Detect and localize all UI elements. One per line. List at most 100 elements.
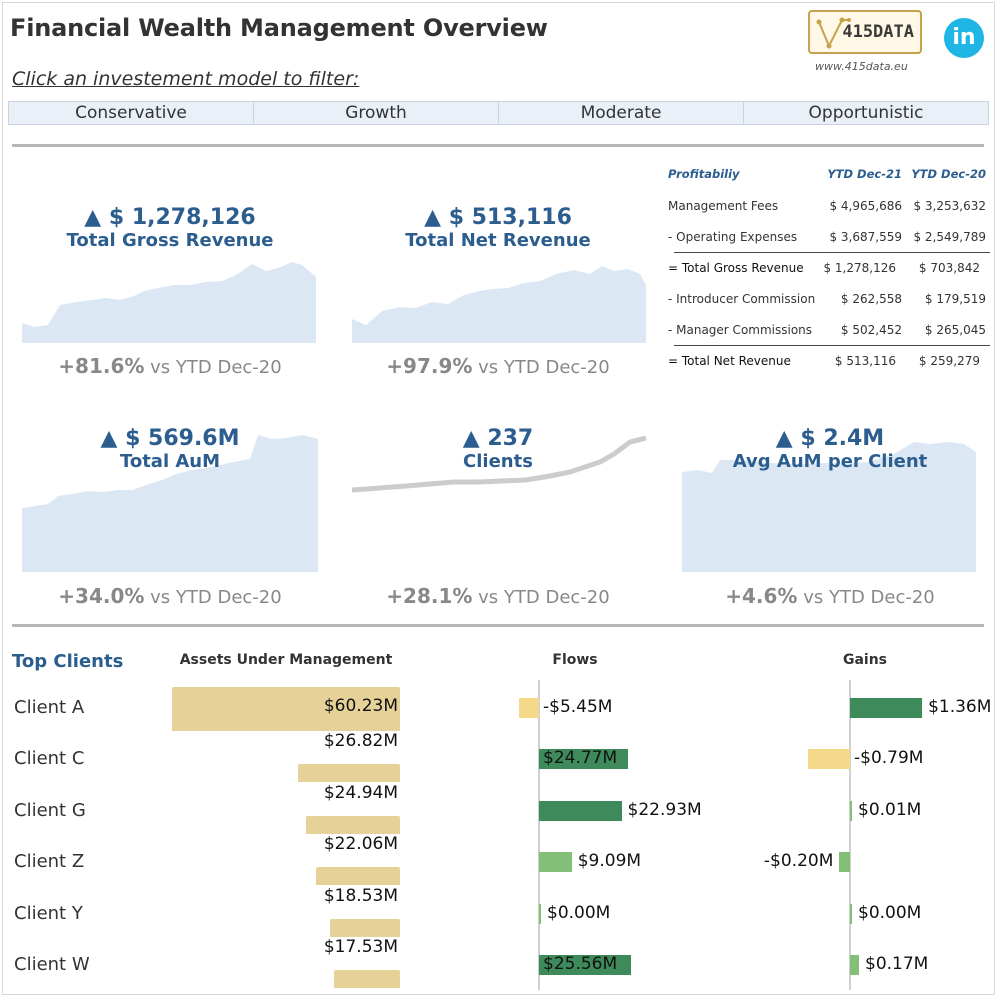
clients-value: ▲ 237 — [462, 426, 534, 451]
flow-value-label: $24.77M — [543, 748, 618, 769]
client-name[interactable]: Client W — [14, 954, 90, 975]
aum-label: Total AuM — [119, 451, 221, 472]
profitability-row: = Total Net Revenue $ 513,116 $ 259,279 — [668, 345, 990, 376]
profitability-row: - Manager Commissions $ 502,452 $ 265,04… — [668, 314, 990, 345]
clients-label: Clients — [463, 451, 533, 472]
linkedin-icon[interactable]: in — [944, 18, 984, 58]
profitability-header-dec20: YTD Dec-20 — [911, 167, 986, 181]
aum-value-label: $24.94M — [323, 782, 398, 803]
client-name[interactable]: Client G — [14, 799, 86, 821]
avg-aum-label: Avg AuM per Client — [732, 451, 928, 472]
tab-moderate[interactable]: Moderate — [499, 102, 744, 124]
logo[interactable]: 415DATA — [808, 10, 922, 54]
flow-value-label: -$5.45M — [543, 697, 613, 717]
flow-value-label: $9.09M — [577, 851, 642, 872]
net-revenue-label: Total Net Revenue — [405, 230, 591, 251]
aum-bar[interactable] — [329, 918, 400, 937]
aum-value: ▲ $ 569.6M — [100, 426, 240, 451]
aum-value-label: $60.23M — [323, 696, 398, 716]
tab-growth[interactable]: Growth — [254, 102, 499, 124]
flow-value-label: $0.00M — [547, 902, 611, 923]
aum-bar[interactable] — [305, 815, 400, 834]
gain-bar[interactable] — [839, 852, 850, 873]
row-value-dec21: $ 262,558 — [840, 291, 902, 306]
aum-bar[interactable] — [333, 970, 400, 988]
aum-bar[interactable] — [316, 867, 400, 886]
logo-text: 415DATA — [842, 22, 914, 42]
aum-value-label: $18.53M — [323, 885, 398, 906]
client-name[interactable]: Client A — [14, 697, 85, 718]
tab-conservative[interactable]: Conservative — [9, 102, 254, 124]
aum-change-value: +34.0% — [58, 584, 145, 608]
net-revenue-change-value: +97.9% — [386, 354, 473, 378]
profitability-header-row: Profitabiliy YTD Dec-21 YTD Dec-20 — [668, 164, 990, 184]
avg-aum-change-value: +4.6% — [725, 584, 798, 608]
aum-change-suffix: vs YTD Dec-20 — [150, 587, 282, 608]
top-clients-title: Top Clients — [12, 651, 124, 672]
gross-revenue-change-suffix: vs YTD Dec-20 — [150, 357, 282, 378]
profitability-row: - Introducer Commission $ 262,558 $ 179,… — [668, 283, 990, 314]
aum-bar[interactable] — [172, 687, 400, 731]
aum-kpi: ▲ $ 569.6M Total AuM — [20, 426, 320, 472]
flow-value-label: $25.56M — [543, 954, 618, 974]
aum-sparkline — [22, 435, 318, 572]
client-name[interactable]: Client C — [14, 748, 85, 770]
clients-change-value: +28.1% — [386, 584, 473, 608]
profitability-header: Profitabiliy — [668, 167, 740, 181]
gain-value-label: -$0.20M — [763, 851, 834, 872]
row-value-dec21: $ 3,687,559 — [829, 229, 902, 244]
flow-bar[interactable] — [539, 852, 572, 873]
profitability-header-dec21: YTD Dec-21 — [827, 167, 902, 181]
gross-revenue-label: Total Gross Revenue — [66, 230, 274, 251]
flow-bar[interactable] — [539, 903, 541, 924]
row-value-dec20: $ 3,253,632 — [913, 198, 986, 213]
divider-bottom — [12, 624, 984, 627]
row-value-dec21: $ 513,116 — [834, 354, 896, 368]
aum-bar[interactable] — [298, 764, 400, 783]
gross-revenue-change-value: +81.6% — [58, 354, 145, 378]
model-filter-tabs: Conservative Growth Moderate Opportunist… — [8, 101, 989, 125]
row-label: - Introducer Commission — [668, 291, 816, 306]
tab-opportunistic[interactable]: Opportunistic — [808, 103, 924, 123]
gain-bar[interactable] — [850, 800, 852, 821]
client-name[interactable]: Client Z — [14, 851, 85, 873]
client-name[interactable]: Client Y — [14, 902, 83, 924]
row-label: - Operating Expenses — [668, 229, 798, 244]
gain-bar[interactable] — [808, 749, 850, 770]
flow-bar[interactable] — [539, 749, 629, 770]
gross-revenue-value: ▲ $ 1,278,126 — [84, 205, 256, 230]
gain-bar[interactable] — [850, 955, 859, 975]
divider-top — [12, 144, 984, 147]
gross-revenue-sparkline — [22, 262, 316, 343]
row-value-dec20: $ 265,045 — [924, 322, 986, 337]
flow-value-label: $22.93M — [627, 799, 702, 820]
row-label: = Total Gross Revenue — [668, 261, 804, 275]
gains-column-header: Gains — [842, 652, 888, 668]
gain-value-label: $0.17M — [865, 954, 929, 974]
profitability-row: Management Fees $ 4,965,686 $ 3,253,632 — [668, 190, 990, 221]
row-value-dec21: $ 502,452 — [840, 322, 902, 337]
gain-value-label: $1.36M — [928, 697, 992, 717]
profitability-row: = Total Gross Revenue $ 1,278,126 $ 703,… — [668, 252, 990, 283]
flow-bar[interactable] — [539, 955, 632, 975]
gain-bar[interactable] — [850, 903, 852, 924]
clients-change-suffix: vs YTD Dec-20 — [478, 587, 610, 608]
flow-bar[interactable] — [539, 800, 622, 821]
row-value-dec20: $ 2,549,789 — [913, 229, 986, 244]
row-label: Management Fees — [668, 198, 779, 213]
aum-value-label: $22.06M — [323, 834, 398, 855]
flow-bar[interactable] — [519, 698, 539, 718]
gross-revenue-change: +81.6% vs YTD Dec-20 — [20, 354, 320, 378]
gain-bar[interactable] — [850, 698, 923, 718]
avg-aum-change: +4.6% vs YTD Dec-20 — [680, 584, 980, 608]
row-value-dec20: $ 259,279 — [918, 354, 980, 368]
gross-revenue-kpi: ▲ $ 1,278,126 Total Gross Revenue — [20, 205, 320, 251]
avg-aum-sparkline — [682, 442, 976, 572]
flows-column-header: Flows — [552, 652, 598, 668]
logo-url[interactable]: www.415data.eu — [815, 60, 908, 73]
aum-column-header: Assets Under Management — [179, 652, 393, 668]
row-value-dec20: $ 703,842 — [918, 261, 980, 275]
net-revenue-change-suffix: vs YTD Dec-20 — [478, 357, 610, 378]
aum-value-label: $26.82M — [323, 731, 398, 752]
